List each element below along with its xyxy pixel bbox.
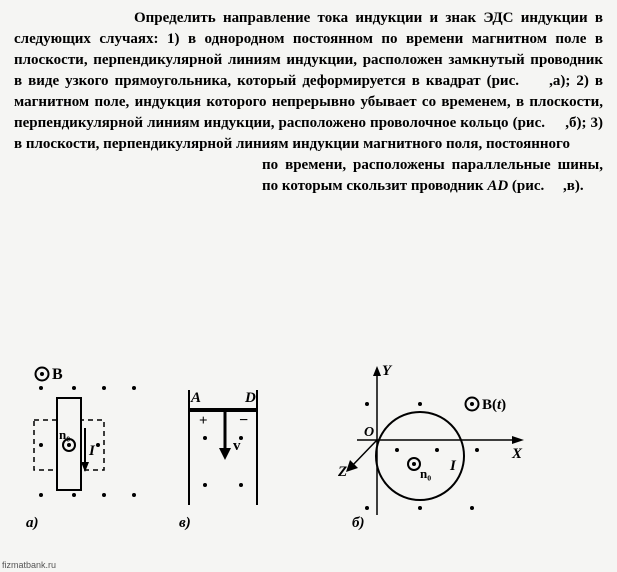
problem-text-cont: по времени, расположены параллель­ные ши…: [262, 155, 603, 197]
figure-a-svg: B n₀ I: [26, 360, 156, 520]
watermark: fizmatbank.ru: [2, 560, 56, 570]
velocity-arrow-head-icon: [219, 448, 231, 460]
n0-label: n₀: [59, 427, 70, 442]
z-axis: [350, 440, 377, 468]
caption-v: в): [179, 515, 191, 532]
v-label: v: [233, 438, 241, 454]
field-dots-b: [365, 402, 479, 510]
o-label: O: [364, 425, 374, 440]
wire-ring: [376, 412, 464, 500]
plus-label: +: [199, 413, 208, 429]
figure-v-svg: A D + − v: [175, 380, 275, 520]
figure-v: A D + − v в): [175, 380, 275, 525]
minus-label: −: [239, 412, 248, 429]
n0-dot-icon: [67, 443, 71, 447]
y-label: Y: [382, 363, 393, 379]
n0-label: n₀: [420, 466, 431, 481]
i-label: I: [88, 443, 96, 459]
bt-label: B(t): [482, 397, 506, 413]
a-label: A: [190, 390, 201, 406]
dot-icon: [203, 483, 207, 487]
x-arrow-icon: [512, 436, 524, 444]
b-label: B: [52, 366, 63, 383]
y-arrow-icon: [373, 366, 381, 376]
i-label: I: [449, 458, 457, 474]
figure-a: B n₀ I а): [26, 360, 156, 525]
d-label: D: [244, 390, 256, 406]
problem-text: Определить направление тока индукции и з…: [14, 8, 603, 155]
para1: Определить направление тока индукции и з…: [14, 10, 603, 152]
caption-b: б): [352, 515, 364, 532]
dot-icon: [239, 436, 243, 440]
z-label: Z: [337, 464, 347, 480]
b-field-dot-icon: [40, 372, 44, 376]
figure-b-svg: Y X Z O n₀ I B(t): [302, 360, 532, 530]
AD-span: AD: [487, 178, 508, 194]
field-dots: [39, 386, 136, 497]
figure-b: Y X Z O n₀ I B(t) б): [302, 360, 532, 535]
caption-a: а): [26, 515, 39, 532]
n0-dot-icon: [412, 462, 416, 466]
figures-row: B n₀ I а) A D + − v в) Y X Z: [10, 360, 610, 555]
para2b: (рис. ,в).: [508, 178, 583, 194]
bt-dot-icon: [470, 402, 474, 406]
dot-icon: [203, 436, 207, 440]
dot-icon: [239, 483, 243, 487]
x-label: X: [511, 446, 523, 462]
